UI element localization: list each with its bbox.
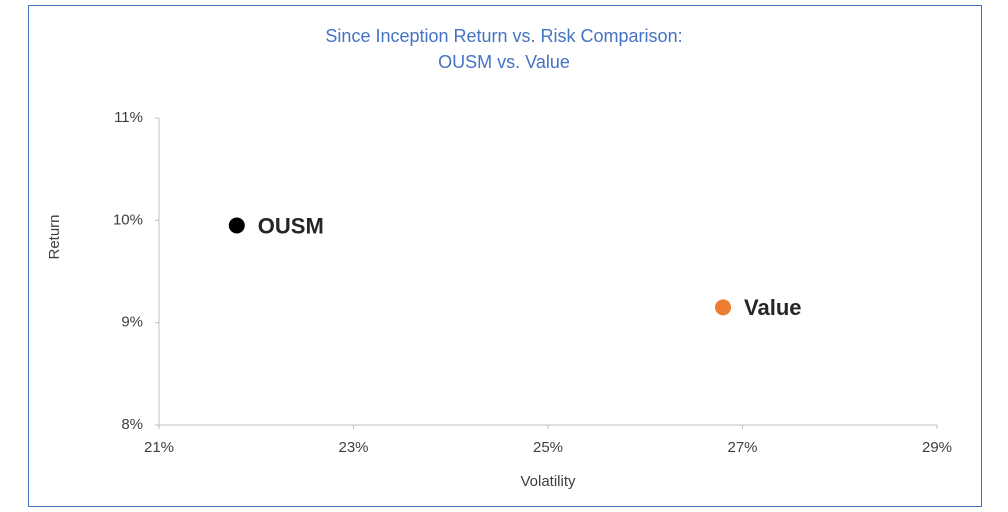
x-axis-title: Volatility (520, 473, 576, 490)
point-label: Value (744, 295, 801, 320)
x-tick-label: 25% (533, 439, 563, 456)
x-tick-label: 27% (727, 439, 757, 456)
x-tick-label: 21% (144, 439, 174, 456)
y-tick-label: 10% (113, 211, 143, 228)
x-tick-label: 29% (922, 439, 952, 456)
y-tick-label: 9% (121, 314, 143, 331)
chart-border (28, 5, 982, 507)
point (228, 217, 245, 234)
chart-subtitle: OUSM vs. Value (438, 52, 570, 72)
point (715, 299, 732, 316)
y-tick-label: 8% (121, 416, 143, 433)
point-label: OUSM (258, 213, 324, 238)
y-axis-title: Return (46, 214, 63, 259)
chart-title: Since Inception Return vs. Risk Comparis… (325, 26, 682, 46)
y-tick-label: 11% (114, 109, 143, 126)
x-tick-label: 23% (338, 439, 368, 456)
